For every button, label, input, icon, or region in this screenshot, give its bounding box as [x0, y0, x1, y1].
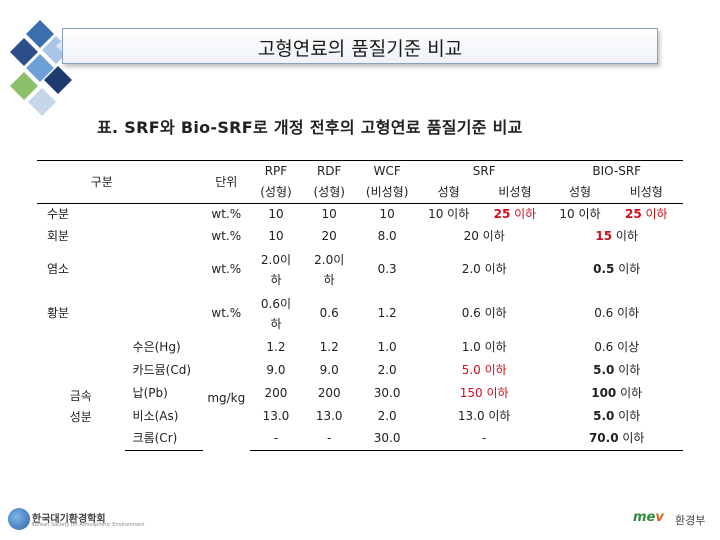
row-mercury: 금속 성분 수은(Hg) mg/kg 1.2 1.2 1.0 1.0 이하 0.6…	[37, 336, 683, 425]
header-srf-unformed: 비성형	[479, 182, 551, 204]
row-arsenic: 비소(As) 13.0 13.0 2.0 13.0 이하 5.0 이하	[37, 405, 683, 428]
bio-cell: 0.6 이상	[594, 339, 640, 354]
society-logo: 한국대기환경학회 Korean Society for Atmospheric …	[8, 506, 144, 532]
wcf-cell: 30.0	[373, 385, 401, 400]
bio-cell: 0.5 이하	[593, 262, 641, 276]
ministry-name: 환경부	[675, 514, 706, 527]
bio-cell: 5.0 이하	[593, 408, 641, 423]
srf-cell: 5.0 이하	[461, 362, 507, 377]
row-lead: 납(Pb) 200 200 30.0 150 이하 100 이하	[37, 382, 683, 405]
row-label: 납(Pb)	[132, 385, 168, 400]
header-rdf-sub: (성형)	[301, 182, 357, 204]
header-row-1: 구분 단위 RPF RDF WCF SRF BIO-SRF	[37, 160, 683, 204]
header-wcf-sub: (비성형)	[356, 182, 418, 204]
rdf-cell: 1.2	[319, 339, 339, 354]
srf-cell: 150 이하	[459, 385, 509, 400]
header-bio-unformed: 비성형	[609, 182, 683, 204]
rpf-cell: 9.0	[266, 362, 286, 377]
ministry-logo: mev 환경부	[633, 510, 713, 532]
srf-cell: 20 이하	[463, 229, 505, 243]
row-label: 염소	[47, 262, 70, 276]
srf-unformed-cell: 25 이하	[493, 207, 537, 222]
row-label: 크롬(Cr)	[124, 427, 203, 451]
rdf-cell: 10	[321, 207, 337, 222]
rpf-cell: 2.0이 하	[260, 252, 292, 287]
bio-formed-cell: 10 이하	[559, 207, 601, 222]
bio-cell: 5.0 이하	[593, 362, 641, 377]
row-moisture: 수분 wt.% 10 10 10 10 이하 25 이하 10 이하 25 이하	[37, 204, 683, 226]
row-chromium: 크롬(Cr) - - 30.0 - 70.0 이하	[37, 427, 683, 451]
srf-formed-cell: 10 이하	[428, 207, 470, 222]
unit-cell: wt.%	[211, 306, 242, 320]
header-bio-srf: BIO-SRF	[550, 160, 683, 182]
unit-cell: wt.%	[211, 207, 242, 222]
header-rdf: RDF	[301, 160, 357, 182]
bio-cell: 15 이하	[595, 229, 639, 243]
society-emblem-icon	[8, 508, 30, 530]
rpf-cell: 10	[268, 207, 284, 222]
unit-cell: wt.%	[211, 262, 242, 276]
header-bio-formed: 성형	[550, 182, 610, 204]
rpf-cell: 1.2	[266, 339, 286, 354]
me-mark-icon: mev	[633, 510, 664, 525]
wcf-cell: 2.0	[377, 362, 397, 377]
header-row-2: (성형) (성형) (비성형) 성형 비성형 성형 비성형	[37, 182, 683, 204]
rdf-cell: -	[301, 427, 357, 451]
srf-cell: -	[417, 427, 551, 451]
row-label: 회분	[47, 229, 70, 243]
rdf-cell: 0.6	[319, 306, 339, 320]
srf-cell: 0.6 이하	[461, 306, 507, 320]
row-label: 카드뮴(Cd)	[132, 362, 192, 377]
srf-cell: 13.0 이하	[457, 408, 511, 423]
row-label: 비소(As)	[132, 408, 179, 423]
rpf-cell: 13.0	[262, 408, 290, 423]
rpf-cell: 0.6이 하	[260, 296, 292, 331]
bio-unformed-cell: 25 이하	[624, 207, 668, 222]
wcf-cell: 2.0	[377, 408, 397, 423]
bio-cell: 0.6 이하	[594, 306, 640, 320]
metals-group-label: 금속 성분	[69, 389, 92, 424]
header-rpf: RPF	[249, 160, 302, 182]
row-sulfur: 황분 wt.% 0.6이 하 0.6 1.2 0.6 이하 0.6 이하	[37, 292, 683, 336]
rpf-cell: 10	[268, 229, 284, 243]
society-subtitle: Korean Society for Atmospheric Environme…	[32, 522, 145, 528]
srf-cell: 2.0 이하	[461, 262, 507, 276]
header-srf-formed: 성형	[417, 182, 480, 204]
wcf-cell: 0.3	[377, 262, 397, 276]
header-unit: 단위	[202, 160, 250, 204]
row-label: 황분	[47, 306, 70, 320]
srf-cell: 1.0 이하	[461, 339, 507, 354]
row-label: 수은(Hg)	[132, 339, 181, 354]
rdf-cell: 20	[321, 229, 337, 243]
header-rpf-sub: (성형)	[249, 182, 302, 204]
rdf-cell: 9.0	[319, 362, 339, 377]
page-title: 고형연료의 품질기준 비교	[257, 38, 463, 60]
wcf-cell: 1.0	[377, 339, 397, 354]
wcf-cell: 1.2	[377, 306, 397, 320]
unit-cell: wt.%	[211, 229, 242, 243]
wcf-cell: 10	[379, 207, 395, 222]
row-ash: 회분 wt.% 10 20 8.0 20 이하 15 이하	[37, 226, 683, 248]
rdf-cell: 200	[317, 385, 341, 400]
table-caption: 표. SRF와 Bio-SRF로 개정 전후의 고형연료 품질기준 비교	[97, 118, 523, 137]
header-srf: SRF	[417, 160, 551, 182]
header-wcf: WCF	[356, 160, 418, 182]
wcf-cell: 8.0	[377, 229, 397, 243]
row-chlorine: 염소 wt.% 2.0이 하 2.0이 하 0.3 2.0 이하 0.5 이하	[37, 248, 683, 292]
society-name: 한국대기환경학회	[32, 514, 106, 525]
bio-cell: 100 이하	[591, 385, 643, 400]
row-cadmium: 카드뮴(Cd) 9.0 9.0 2.0 5.0 이하 5.0 이하	[37, 359, 683, 382]
rdf-cell: 13.0	[315, 408, 343, 423]
metals-unit: mg/kg	[207, 390, 246, 405]
bio-cell: 70.0 이하	[550, 427, 683, 451]
wcf-cell: 30.0	[356, 427, 418, 451]
rpf-cell: 200	[264, 385, 288, 400]
header-category: 구분	[37, 160, 203, 204]
title-banner: 고형연료의 품질기준 비교	[62, 28, 658, 64]
row-label: 수분	[47, 207, 70, 222]
quality-standards-table: 구분 단위 RPF RDF WCF SRF BIO-SRF (성형) (성형) …	[37, 160, 683, 451]
rdf-cell: 2.0이 하	[314, 252, 345, 287]
rpf-cell: -	[249, 427, 302, 451]
